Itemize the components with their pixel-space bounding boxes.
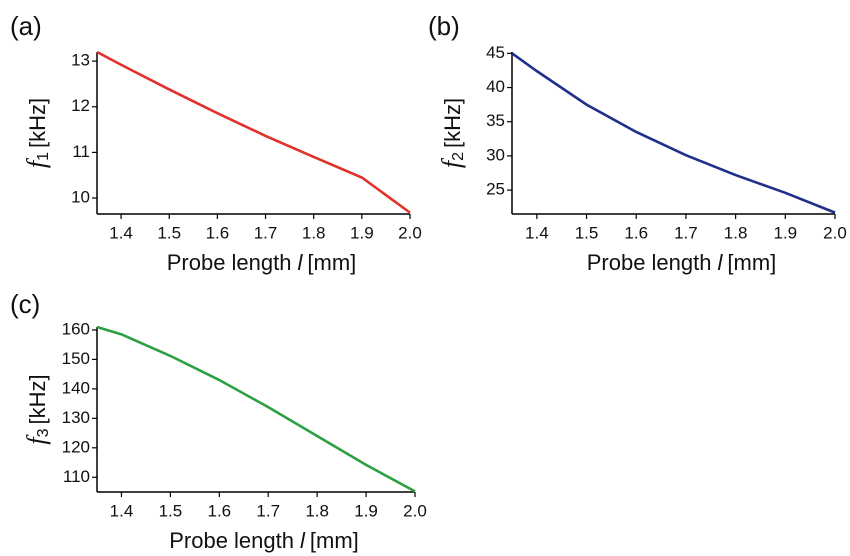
y-tick-label: 160 (62, 319, 90, 338)
y-tick-label: 30 (486, 145, 505, 164)
y-tick-label: 140 (62, 378, 90, 397)
x-tick-label: 1.7 (674, 223, 698, 242)
data-line (96, 325, 416, 493)
x-label-text: Probe length (167, 250, 292, 275)
y-tick-label: 13 (71, 51, 90, 70)
x-tick-label: 2.0 (403, 501, 427, 520)
x-label-symbol: l (717, 250, 723, 275)
panel: (a) 10 11 12 13 1.4 1.5 1.6 1.7 1.8 1.9 2.0 Probe le… (10, 11, 422, 275)
x-label-text: Probe length (169, 528, 294, 553)
x-tick-label: 1.4 (109, 223, 133, 242)
x-label-unit: [mm] (307, 250, 356, 275)
x-axis-label: Probe length l [mm] (169, 528, 359, 553)
x-label-unit: [mm] (310, 528, 359, 553)
y-label-subscript: 2 (450, 152, 467, 161)
y-tick-label: 120 (62, 437, 90, 456)
y-axis-label: f2 [kHz] (437, 98, 467, 168)
panel: (b) 25 30 35 40 45 1.4 1.5 1.6 1.7 1.8 1.9 2.0 Probe … (428, 11, 847, 275)
y-label-unit: [kHz] (440, 98, 465, 148)
x-axis-label: Probe length l [mm] (587, 250, 777, 275)
x-tick-label: 1.4 (110, 501, 134, 520)
y-tick-label: 45 (486, 43, 505, 62)
y-tick-label: 11 (72, 142, 90, 161)
y-axis-label: f3 [kHz] (22, 374, 52, 444)
x-tick-label: 1.6 (206, 223, 230, 242)
x-label-symbol: l (300, 528, 306, 553)
panel-label: (c) (10, 289, 40, 319)
panel: (c) 110 120 130 140 150 160 1.4 1.5 1.6 1.7 1.8 1.9 2… (10, 289, 427, 553)
x-tick-label: 1.9 (773, 223, 797, 242)
x-tick-label: 1.8 (724, 223, 748, 242)
y-tick-label: 10 (71, 188, 90, 207)
x-tick-label: 2.0 (823, 223, 847, 242)
y-tick-label: 12 (71, 96, 90, 115)
x-label-symbol: l (297, 250, 303, 275)
y-label-subscript: 1 (35, 152, 52, 161)
x-tick-label: 1.6 (624, 223, 648, 242)
y-label-unit: [kHz] (25, 98, 50, 148)
y-tick-label: 110 (63, 467, 90, 486)
y-tick-label: 35 (486, 111, 505, 130)
x-tick-label: 1.4 (525, 223, 549, 242)
x-tick-label: 1.5 (157, 223, 181, 242)
x-label-unit: [mm] (727, 250, 776, 275)
y-axis-label: f1 [kHz] (22, 98, 52, 168)
y-tick-label: 150 (62, 349, 90, 368)
x-tick-label: 1.5 (159, 501, 183, 520)
x-tick-label: 1.8 (302, 223, 326, 242)
y-label-symbol: f (437, 157, 466, 168)
panel-label: (a) (10, 11, 42, 41)
x-label-text: Probe length (587, 250, 712, 275)
data-line (511, 52, 836, 214)
y-tick-label: 130 (62, 408, 90, 427)
panel-label: (b) (428, 11, 460, 41)
x-tick-label: 1.5 (575, 223, 599, 242)
x-tick-label: 1.6 (207, 501, 231, 520)
x-tick-label: 1.9 (354, 501, 378, 520)
y-tick-label: 25 (486, 180, 505, 199)
x-tick-label: 1.7 (256, 501, 280, 520)
y-label-subscript: 3 (35, 428, 52, 437)
y-tick-label: 40 (486, 77, 505, 96)
x-tick-label: 2.0 (398, 223, 422, 242)
x-axis-label: Probe length l [mm] (167, 250, 357, 275)
data-line (96, 50, 411, 214)
y-label-unit: [kHz] (25, 374, 50, 424)
x-tick-label: 1.7 (254, 223, 278, 242)
y-label-symbol: f (22, 157, 51, 168)
x-tick-label: 1.8 (305, 501, 329, 520)
x-tick-label: 1.9 (350, 223, 374, 242)
y-label-symbol: f (22, 434, 51, 445)
